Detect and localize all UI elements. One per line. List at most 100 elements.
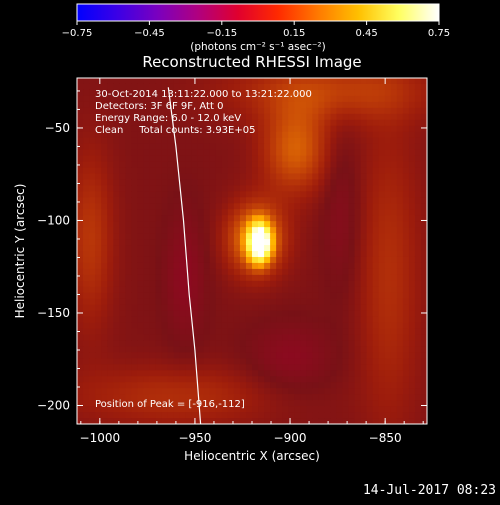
heatmap-cell (294, 388, 301, 395)
heatmap-cell (77, 113, 84, 121)
heatmap-cell (390, 119, 398, 127)
heatmap-cell (197, 406, 205, 413)
heatmap-cell (209, 346, 217, 354)
heatmap-cell (179, 125, 187, 133)
heatmap-cell (125, 292, 132, 300)
heatmap-cell (420, 131, 427, 139)
heatmap-cell (360, 406, 368, 413)
heatmap-cell (318, 239, 326, 246)
heatmap-cell (161, 113, 169, 121)
heatmap-cell (276, 316, 283, 324)
heatmap-cell (95, 143, 102, 151)
heatmap-cell (312, 328, 319, 336)
heatmap-cell (245, 143, 253, 151)
heatmap-cell (137, 310, 144, 318)
heatmap-cell (245, 370, 253, 377)
heatmap-cell (384, 101, 392, 109)
heatmap-cell (282, 298, 289, 306)
heatmap-cell (173, 352, 181, 359)
heatmap-cell (197, 107, 205, 115)
heatmap-cell (215, 209, 223, 216)
heatmap-cell (282, 78, 289, 85)
heatmap-cell (101, 274, 108, 282)
heatmap-cell (245, 388, 253, 395)
heatmap-cell (348, 382, 356, 389)
heatmap-cell (173, 298, 181, 306)
heatmap-cell (203, 292, 211, 300)
heatmap-cell (330, 310, 338, 318)
heatmap-cell (264, 376, 271, 383)
heatmap-cell (77, 143, 84, 151)
heatmap-cell (414, 101, 422, 109)
x-tick-label: −1000 (80, 431, 121, 445)
heatmap-cell (89, 155, 96, 163)
heatmap-cell (215, 101, 223, 109)
heatmap-cell (161, 209, 169, 216)
heatmap-cell (264, 352, 271, 359)
heatmap-cell (131, 221, 138, 228)
heatmap-cell (137, 268, 144, 276)
heatmap-cell (354, 394, 362, 401)
heatmap-cell (366, 262, 374, 270)
heatmap-cell (402, 370, 410, 377)
heatmap-cell (342, 137, 350, 145)
heatmap-cell (119, 203, 126, 210)
heatmap-cell (396, 292, 404, 300)
heatmap-cell (384, 346, 392, 354)
heatmap-cell (294, 394, 301, 401)
heatmap-cell (252, 78, 259, 85)
heatmap-cell (258, 286, 265, 294)
heatmap-cell (312, 298, 319, 306)
heatmap-cell (119, 95, 126, 103)
heatmap-cell (312, 185, 319, 192)
heatmap-cell (155, 251, 163, 258)
heatmap-cell (239, 143, 247, 151)
heatmap-cell (215, 388, 223, 395)
heatmap-cell (155, 256, 163, 264)
heatmap-cell (294, 268, 301, 276)
heatmap-cell (306, 149, 313, 157)
heatmap-cell (300, 179, 307, 186)
heatmap-cell (300, 400, 307, 407)
heatmap-cell (366, 191, 374, 198)
heatmap-cell (288, 346, 295, 354)
heatmap-cell (348, 179, 356, 186)
heatmap-cell (378, 215, 386, 222)
heatmap-cell (318, 310, 326, 318)
heatmap-cell (264, 239, 271, 246)
heatmap-cell (384, 167, 392, 175)
heatmap-cell (414, 143, 422, 151)
heatmap-cell (408, 78, 416, 85)
heatmap-cell (360, 262, 368, 270)
heatmap-cell (227, 131, 235, 139)
heatmap-cell (348, 221, 356, 228)
heatmap-cell (89, 113, 96, 121)
heatmap-cell (372, 274, 380, 282)
heatmap-cell (276, 83, 283, 91)
heatmap-cell (330, 119, 338, 127)
colorbar-ticks: −0.75 −0.45 −0.15 0.15 0.45 0.75 (62, 21, 450, 39)
heatmap-cell (270, 179, 277, 186)
heatmap-cell (77, 239, 84, 246)
heatmap-cell (420, 137, 427, 145)
heatmap-cell (167, 221, 175, 228)
heatmap-cell (131, 376, 138, 383)
heatmap-cell (113, 400, 120, 407)
heatmap-cell (252, 334, 259, 342)
heatmap-cell (125, 412, 132, 419)
heatmap-cell (360, 268, 368, 276)
heatmap-cell (95, 352, 102, 359)
heatmap-cell (167, 388, 175, 395)
heatmap-cell (131, 155, 138, 163)
heatmap-cell (420, 155, 427, 163)
heatmap-cell (354, 83, 362, 91)
heatmap-cell (318, 340, 326, 348)
heatmap-cell (348, 352, 356, 359)
heatmap-cell (306, 203, 313, 210)
heatmap-cell (330, 262, 338, 270)
heatmap-cell (354, 179, 362, 186)
heatmap-cell (149, 167, 157, 175)
heatmap-cell (161, 346, 169, 354)
heatmap-cell (354, 364, 362, 371)
heatmap-cell (143, 262, 151, 270)
